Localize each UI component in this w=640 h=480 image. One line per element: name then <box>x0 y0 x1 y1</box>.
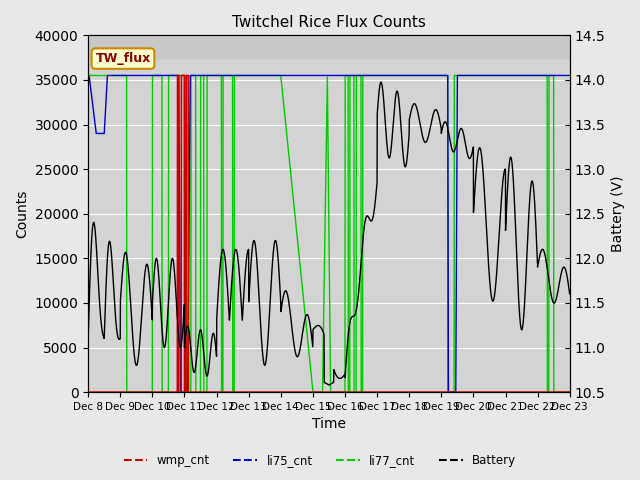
Text: TW_flux: TW_flux <box>95 52 150 65</box>
Title: Twitchel Rice Flux Counts: Twitchel Rice Flux Counts <box>232 15 426 30</box>
Legend: wmp_cnt, li75_cnt, li77_cnt, Battery: wmp_cnt, li75_cnt, li77_cnt, Battery <box>119 449 521 472</box>
Bar <box>88 36 570 58</box>
Y-axis label: Battery (V): Battery (V) <box>611 176 625 252</box>
Y-axis label: Counts: Counts <box>15 190 29 238</box>
X-axis label: Time: Time <box>312 418 346 432</box>
